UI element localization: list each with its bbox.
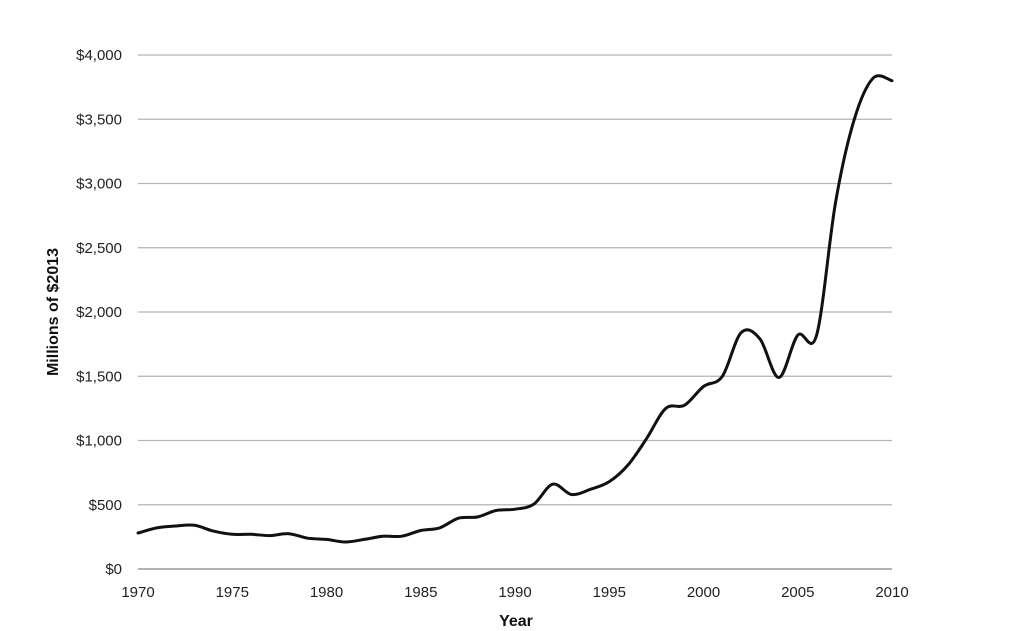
x-tick-label: 1975 — [216, 584, 249, 601]
y-tick-label: $1,500 — [76, 368, 122, 385]
x-tick-label: 2005 — [781, 584, 814, 601]
y-tick-label: $2,500 — [76, 240, 122, 257]
x-tick-label: 2000 — [687, 584, 720, 601]
y-axis-title: Millions of $2013 — [45, 248, 62, 376]
x-tick-label: 1970 — [121, 584, 154, 601]
series-layer — [136, 74, 894, 544]
x-tick-label: 1980 — [310, 584, 343, 601]
y-tick-label: $1,000 — [76, 433, 122, 450]
y-tick-label: $3,500 — [76, 111, 122, 128]
y-tick-label: $4,000 — [76, 47, 122, 64]
y-tick-label: $0 — [105, 561, 122, 578]
y-tick-label: $3,000 — [76, 176, 122, 193]
x-tick-label: 2010 — [875, 584, 908, 601]
tick-labels: $0 $500 $1,000 $1,500 $2,000 $2,500 $3,000 $3,5… — [76, 47, 909, 601]
y-tick-label: $500 — [89, 497, 122, 514]
x-tick-label: 1990 — [498, 584, 531, 601]
x-tick-label: 1995 — [593, 584, 626, 601]
x-tick-label: 1985 — [404, 584, 437, 601]
y-tick-label: $2,000 — [76, 304, 122, 321]
x-axis-title: Year — [499, 613, 533, 630]
series-line — [136, 74, 894, 544]
gridlines — [138, 54, 892, 506]
